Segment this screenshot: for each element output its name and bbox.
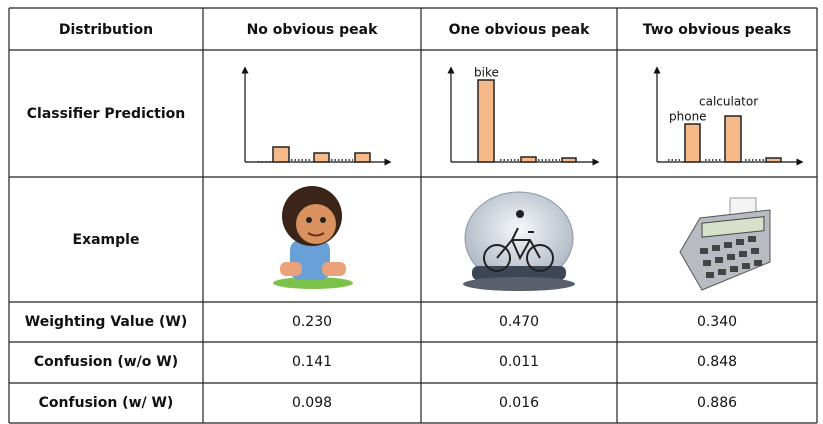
peak-label: bike	[474, 66, 499, 80]
mini-chart-none	[241, 66, 392, 166]
cell-value: 0.470	[499, 314, 539, 330]
row-label: Weighting Value (W)	[25, 314, 187, 330]
peak-label: phone	[669, 110, 707, 124]
bike-globe-image	[463, 191, 575, 291]
table-grid	[8, 7, 818, 424]
header-cell: Two obvious peaks	[643, 22, 791, 38]
doll-image	[273, 186, 353, 289]
row-label: Example	[73, 232, 140, 248]
header-cell: One obvious peak	[449, 22, 591, 38]
cell-value: 0.886	[697, 395, 737, 411]
row-label: Classifier Prediction	[27, 106, 186, 122]
mini-chart-one: bike	[447, 66, 600, 166]
row-label: Confusion (w/o W)	[34, 354, 178, 370]
mini-chart-two: phone calculator	[653, 66, 804, 166]
cell-value: 0.848	[697, 354, 737, 370]
peak-label: calculator	[699, 95, 758, 109]
calculator-image	[679, 197, 771, 291]
header-cell: No obvious peak	[247, 22, 379, 38]
row-label: Confusion (w/ W)	[39, 395, 174, 411]
cell-value: 0.340	[697, 314, 737, 330]
cell-value: 0.141	[292, 354, 332, 370]
cell-value: 0.098	[292, 395, 332, 411]
cell-value: 0.016	[499, 395, 539, 411]
header-cell: Distribution	[59, 22, 153, 38]
cell-value: 0.011	[499, 354, 539, 370]
cell-value: 0.230	[292, 314, 332, 330]
